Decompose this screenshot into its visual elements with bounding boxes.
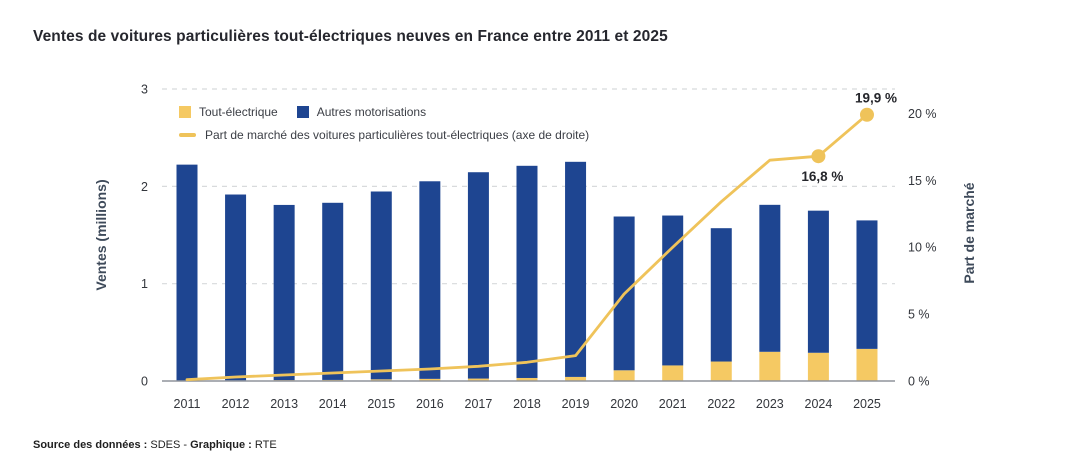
bar-tout-electrique-2025 — [856, 348, 878, 381]
year-label-2022: 2022 — [707, 397, 735, 411]
source-data-label: Source des données : — [33, 439, 148, 451]
bar-tout-electrique-2024 — [807, 352, 829, 381]
year-label-2023: 2023 — [756, 397, 784, 411]
left-tick-1: 1 — [141, 277, 148, 291]
legend-label-autres-motorisations: Autres motorisations — [316, 105, 427, 119]
right-tick-0: 0 % — [908, 375, 930, 389]
bar-tout-electrique-2021 — [662, 365, 684, 381]
source-graphique-value: RTE — [251, 439, 277, 451]
year-label-2021: 2021 — [659, 397, 687, 411]
source-line: Source des données : SDES - Graphique : … — [33, 439, 277, 451]
marker-2024 — [811, 149, 826, 164]
bar-autres-2024 — [807, 210, 829, 353]
annotation-2024: 16,8 % — [801, 169, 843, 184]
legend-swatch-part-de-marche-icon — [179, 133, 196, 137]
legend-label-part-de-marche: Part de marché des voitures particulière… — [205, 128, 590, 142]
year-label-2019: 2019 — [562, 397, 590, 411]
bar-autres-2023 — [759, 204, 781, 352]
bar-tout-electrique-2015 — [370, 379, 392, 381]
marker-2025 — [859, 107, 874, 122]
year-label-2018: 2018 — [513, 397, 541, 411]
market-share-line — [185, 113, 869, 382]
source-data-value: SDES - — [147, 439, 191, 451]
year-label-2025: 2025 — [853, 397, 881, 411]
year-label-2020: 2020 — [610, 397, 638, 411]
right-tick-15: 15 % — [908, 174, 937, 188]
year-label-2012: 2012 — [222, 397, 250, 411]
left-tick-3: 3 — [141, 83, 148, 97]
bar-autres-2015 — [370, 191, 392, 380]
bar-autres-2017 — [467, 172, 489, 379]
bar-tout-electrique-2017 — [467, 378, 489, 381]
bar-tout-electrique-2019 — [565, 376, 587, 381]
year-label-2011: 2011 — [174, 397, 201, 411]
chart-title: Ventes de voitures particulières tout-él… — [33, 28, 668, 45]
legend: Tout-électrique Autres motorisations Par… — [179, 104, 589, 143]
bar-autres-2021 — [662, 215, 684, 366]
year-label-2016: 2016 — [416, 397, 444, 411]
year-label-2015: 2015 — [367, 397, 395, 411]
legend-item-autres: Autres motorisations — [296, 105, 427, 119]
year-label-2024: 2024 — [805, 397, 833, 411]
legend-swatch-tout-electrique-icon — [179, 106, 191, 118]
year-label-2014: 2014 — [319, 397, 347, 411]
right-tick-5: 5 % — [908, 308, 930, 322]
bar-tout-electrique-2020 — [613, 370, 635, 381]
legend-row-bars: Tout-électrique Autres motorisations — [179, 104, 589, 120]
legend-label-tout-electrique: Tout-électrique — [199, 105, 278, 119]
right-tick-10: 10 % — [908, 241, 937, 255]
bar-autres-2016 — [419, 181, 441, 379]
year-label-2017: 2017 — [465, 397, 493, 411]
legend-row-line: Part de marché des voitures particulière… — [179, 127, 589, 143]
left-tick-2: 2 — [141, 180, 148, 194]
bar-autres-2014 — [322, 202, 344, 380]
bar-autres-2013 — [273, 204, 295, 381]
source-graphique-label: Graphique : — [190, 439, 252, 451]
left-tick-0: 0 — [141, 375, 148, 389]
bar-autres-2019 — [565, 161, 587, 377]
bar-autres-2018 — [516, 165, 538, 378]
bar-tout-electrique-2022 — [710, 361, 732, 381]
legend-swatch-autres-motorisations-icon — [296, 106, 309, 118]
bar-tout-electrique-2016 — [419, 378, 441, 381]
bar-autres-2022 — [710, 228, 732, 362]
bar-tout-electrique-2018 — [516, 377, 538, 381]
bar-autres-2011 — [176, 164, 198, 381]
bar-autres-2025 — [856, 220, 878, 349]
right-tick-20: 20 % — [908, 107, 937, 121]
year-label-2013: 2013 — [270, 397, 298, 411]
annotation-2025: 19,9 % — [855, 91, 897, 106]
bar-tout-electrique-2023 — [759, 351, 781, 381]
bar-autres-2012 — [225, 194, 247, 381]
